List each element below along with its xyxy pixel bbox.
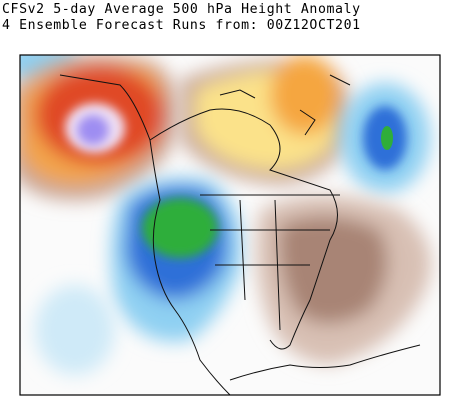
anomaly-field [20, 55, 440, 395]
map-frame [19, 54, 441, 396]
coastlines [59, 74, 421, 395]
map-subtitle: 4 Ensemble Forecast Runs from: 00Z12OCT2… [2, 18, 361, 33]
map-title: CFSv2 5-day Average 500 hPa Height Anoma… [2, 2, 361, 17]
